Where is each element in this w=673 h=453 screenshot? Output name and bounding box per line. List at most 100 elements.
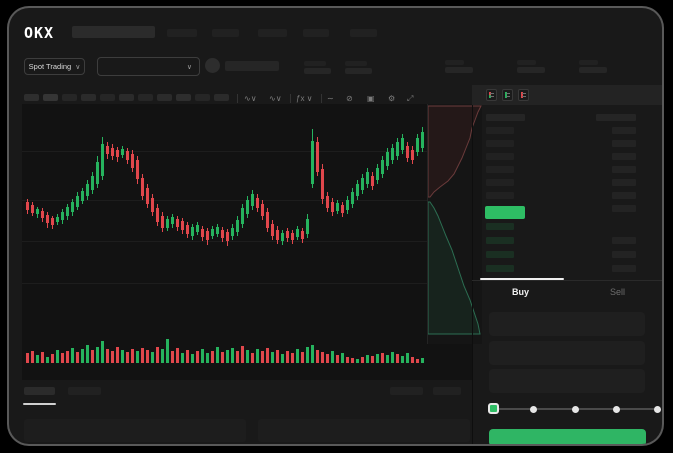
tab-buy-label: Buy (511, 287, 529, 297)
chart-gridline (22, 151, 427, 152)
app-window: OKX Spot Trading ∨ ∨ ∿∨ ∿∨ ƒx ∨ (7, 6, 664, 446)
line-type-icon[interactable]: ∼ (327, 94, 334, 103)
nav-skeleton-item[interactable] (167, 29, 197, 37)
timeframe-button[interactable] (214, 94, 229, 101)
slider-stop[interactable] (530, 406, 537, 413)
bottom-action-skeleton[interactable] (433, 387, 461, 395)
orderbook-row-skeleton (612, 237, 636, 244)
orderbook-row-skeleton (612, 140, 636, 147)
pair-avatar[interactable] (205, 58, 220, 73)
orderbook-row-skeleton (486, 127, 514, 134)
orderbook-row-skeleton (486, 237, 514, 244)
chart-gridline (22, 200, 427, 201)
chevron-down-icon: ∨ (75, 63, 81, 71)
last-price-bar[interactable] (485, 206, 525, 219)
nav-title-skeleton (72, 26, 155, 38)
chevron-down-icon: ∨ (186, 63, 192, 71)
stat-label-skeleton (345, 61, 367, 66)
nav-skeleton-item[interactable] (350, 29, 377, 37)
pair-name-skeleton (225, 61, 279, 71)
okx-logo[interactable]: OKX (24, 24, 55, 42)
chart-gridline (22, 283, 427, 284)
fullscreen-icon[interactable]: ⤢ (407, 94, 414, 103)
settings-gear-icon[interactable]: ⚙ (388, 94, 396, 103)
toolbar-separator (321, 94, 322, 103)
active-tab-indicator (480, 278, 564, 280)
price-input-skeleton[interactable] (489, 312, 645, 336)
orderbook-row-skeleton (486, 179, 514, 186)
market-type-label: Spot Trading (28, 62, 72, 71)
drawing-brush-icon[interactable]: ⊘ (346, 94, 353, 103)
stat-value-skeleton (345, 68, 372, 74)
depth-chart[interactable] (427, 104, 482, 344)
ob-col-header-skeleton (486, 114, 525, 121)
stat-label-skeleton (517, 60, 536, 65)
timeframe-button[interactable] (43, 94, 58, 101)
timeframe-button[interactable] (138, 94, 153, 101)
orderbook-row-skeleton (612, 127, 636, 134)
snapshot-camera-icon[interactable]: ▣ (367, 94, 375, 103)
orderbook-row-skeleton (486, 153, 514, 160)
market-type-selector[interactable]: Spot Trading ∨ (24, 58, 85, 75)
buy-submit-button[interactable] (489, 429, 646, 444)
stat-value-skeleton (304, 68, 331, 74)
candlestick-volume-chart[interactable] (22, 104, 427, 380)
history-panel-skeleton (258, 419, 470, 442)
timeframe-button[interactable] (119, 94, 134, 101)
timeframe-button[interactable] (24, 94, 39, 101)
stat-value-skeleton (517, 67, 545, 73)
book-asks-icon[interactable] (518, 89, 529, 101)
timeframe-button[interactable] (81, 94, 96, 101)
book-combined-icon[interactable] (486, 89, 497, 101)
nav-skeleton-item[interactable] (212, 29, 239, 37)
toolbar-separator (237, 94, 238, 103)
stat-value-skeleton (445, 67, 473, 73)
book-bids-icon[interactable] (502, 89, 513, 101)
slider-stop[interactable] (654, 406, 661, 413)
orderbook-row-skeleton (612, 205, 636, 212)
stat-label-skeleton (579, 60, 598, 65)
total-input-skeleton[interactable] (489, 369, 645, 393)
timeframe-button[interactable] (176, 94, 191, 101)
orderbook-row-skeleton (486, 140, 514, 147)
pair-dropdown[interactable]: ∨ (97, 57, 200, 76)
tab-sell-label: Sell (609, 287, 625, 297)
compare-interval-icon[interactable]: ∿∨ (244, 94, 257, 103)
bottom-tab-skeleton[interactable] (24, 387, 55, 395)
orderbook-row-skeleton (486, 192, 514, 199)
tab-sell[interactable]: Sell (569, 279, 662, 305)
bottom-action-skeleton[interactable] (390, 387, 423, 395)
timeframe-button[interactable] (100, 94, 115, 101)
stat-label-skeleton (445, 60, 464, 65)
orderbook-row-skeleton (612, 179, 636, 186)
nav-skeleton-item[interactable] (258, 29, 287, 37)
slider-handle[interactable] (488, 403, 499, 414)
tab-buy[interactable]: Buy (472, 279, 569, 305)
timeframe-button[interactable] (62, 94, 77, 101)
orders-panel-skeleton (24, 419, 246, 442)
nav-skeleton-item[interactable] (303, 29, 329, 37)
tabs-divider (472, 280, 662, 281)
orderbook-row-skeleton (486, 251, 514, 258)
slider-stop[interactable] (572, 406, 579, 413)
orderbook-row-skeleton (612, 251, 636, 258)
orderbook-header (472, 85, 662, 105)
ob-col-header-skeleton (596, 114, 636, 121)
panel-divider (472, 85, 473, 444)
amount-input-skeleton[interactable] (489, 341, 645, 365)
orderbook-row-skeleton (612, 153, 636, 160)
bottom-tab-skeleton[interactable] (68, 387, 101, 395)
slider-stop[interactable] (613, 406, 620, 413)
indicators-fx-icon[interactable]: ƒx ∨ (296, 94, 313, 103)
orderbook-row-skeleton (612, 192, 636, 199)
orderbook-row-skeleton (486, 166, 514, 173)
orderbook-row-skeleton (486, 223, 514, 230)
timeframe-button[interactable] (157, 94, 172, 101)
chart-style-icon[interactable]: ∿∨ (269, 94, 282, 103)
orderbook-row-skeleton (486, 265, 514, 272)
timeframe-button[interactable] (195, 94, 210, 101)
toolbar-separator (290, 94, 291, 103)
stat-value-skeleton (579, 67, 607, 73)
chart-gridline (22, 241, 427, 242)
depth-panel (427, 104, 482, 344)
